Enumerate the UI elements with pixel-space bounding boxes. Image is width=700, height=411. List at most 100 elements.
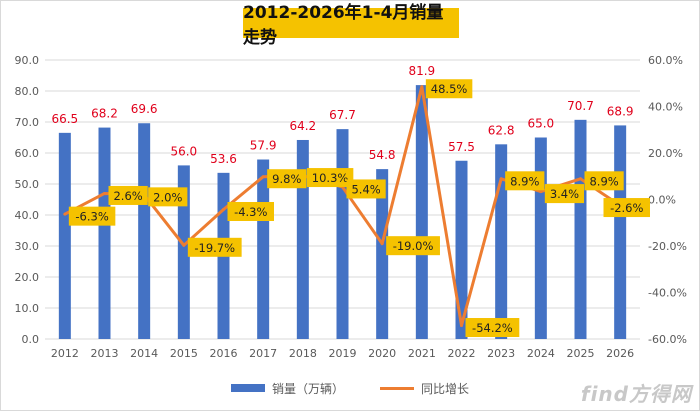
growth-point	[579, 177, 582, 181]
bar-value-label: 62.8	[488, 123, 515, 137]
x-axis-tick: 2023	[487, 347, 515, 360]
growth-label-box	[267, 169, 307, 189]
bar	[296, 139, 309, 339]
bar	[534, 137, 547, 339]
bar-value-label: 68.9	[607, 104, 634, 118]
growth-label-box	[346, 179, 386, 199]
bar	[376, 169, 389, 339]
legend-line-swatch	[380, 386, 414, 390]
growth-label-box	[68, 206, 116, 226]
right-axis-tick: -40.0%	[648, 287, 687, 300]
growth-point	[261, 175, 265, 179]
growth-point	[103, 191, 106, 195]
growth-value-label: -6.3%	[75, 210, 108, 224]
growth-value-label: -19.7%	[194, 241, 235, 255]
x-axis-tick: 2019	[329, 347, 357, 360]
bar	[177, 165, 190, 339]
left-axis-tick: 80.0	[15, 85, 40, 98]
growth-label-box	[108, 185, 148, 205]
growth-label-box	[227, 201, 274, 221]
x-axis-tick: 2013	[91, 347, 119, 360]
bar-value-label: 53.6	[210, 152, 237, 166]
right-axis-tick: 20.0%	[648, 147, 683, 160]
growth-label-box	[505, 171, 545, 191]
bar-value-label: 54.8	[369, 148, 396, 162]
growth-label-box	[584, 171, 624, 191]
growth-value-label: 8.9%	[510, 174, 539, 188]
growth-value-label: -54.2%	[472, 321, 513, 335]
bar-value-label: 68.2	[91, 107, 118, 121]
growth-point	[539, 190, 543, 194]
x-axis-tick: 2014	[130, 347, 158, 360]
left-axis-tick: 60.0	[15, 147, 40, 160]
x-axis-tick: 2016	[210, 347, 238, 360]
left-axis-tick: 50.0	[15, 178, 40, 191]
growth-label-box	[544, 184, 585, 204]
growth-label-box	[425, 79, 473, 99]
growth-value-label: 8.9%	[589, 174, 618, 188]
right-axis-tick: -60.0%	[648, 333, 687, 346]
left-axis-tick: 90.0	[15, 54, 40, 67]
legend-item-bars: 销量（万辆）	[230, 380, 344, 397]
bar	[98, 127, 111, 339]
watermark-logo: find方得网	[580, 382, 692, 406]
growth-value-label: -4.3%	[234, 205, 267, 219]
legend-bar-label: 销量（万辆）	[271, 381, 344, 396]
bar-value-label: 64.2	[289, 119, 316, 133]
growth-value-label: -2.6%	[610, 201, 643, 215]
bar-value-label: 70.7	[567, 99, 594, 113]
growth-value-label: 5.4%	[351, 182, 380, 196]
growth-point	[420, 85, 424, 89]
growth-point	[380, 242, 384, 246]
x-axis-tick: 2021	[408, 347, 436, 360]
x-axis-tick: 2024	[527, 347, 555, 360]
x-axis-tick: 2020	[368, 347, 396, 360]
bar	[138, 123, 151, 340]
legend-item-line: 同比增长	[380, 380, 469, 397]
x-axis-tick: 2018	[289, 347, 317, 360]
left-axis-tick: 40.0	[15, 209, 40, 222]
bar-value-label: 57.9	[250, 139, 277, 153]
growth-label-box	[148, 187, 188, 207]
right-axis-tick: 60.0%	[648, 54, 683, 67]
growth-label-box	[465, 318, 520, 338]
right-axis-tick: 0.0%	[648, 194, 676, 207]
growth-label-box	[386, 236, 440, 256]
left-axis-tick: 10.0	[15, 302, 40, 315]
bar	[336, 129, 349, 339]
growth-value-label: -19.0%	[393, 239, 434, 253]
growth-point	[222, 207, 225, 211]
growth-point	[182, 243, 186, 247]
bar	[455, 160, 468, 339]
left-axis-tick: 0.0	[22, 333, 40, 346]
growth-point	[460, 324, 463, 328]
left-axis-tick: 20.0	[15, 271, 40, 284]
growth-label-box	[187, 237, 242, 257]
bar	[415, 85, 428, 339]
bar	[58, 132, 71, 339]
x-axis-tick: 2026	[606, 347, 634, 360]
growth-value-label: 2.0%	[153, 190, 182, 204]
bar-value-label: 56.0	[170, 144, 197, 158]
bar-value-label: 66.5	[51, 112, 78, 126]
bar-value-label: 57.5	[448, 140, 475, 154]
growth-value-label: 48.5%	[431, 82, 468, 96]
growth-point	[499, 177, 503, 181]
bar-value-label: 81.9	[408, 64, 435, 78]
growth-value-label: 9.8%	[272, 172, 301, 186]
growth-value-label: 2.6%	[113, 189, 142, 203]
right-axis-tick: -20.0%	[648, 240, 687, 253]
chart-title: 2012-2026年1-4月销量走势	[243, 3, 459, 48]
growth-label-box	[603, 198, 650, 218]
growth-value-label: 3.4%	[550, 187, 579, 201]
left-axis-tick: 70.0	[15, 116, 40, 129]
right-axis-tick: 40.0%	[648, 101, 683, 114]
legend-bar-swatch	[230, 384, 265, 392]
x-axis-tick: 2017	[249, 347, 277, 360]
x-axis-tick: 2015	[170, 347, 198, 360]
left-axis-tick: 30.0	[15, 240, 40, 253]
bar-value-label: 67.7	[329, 108, 356, 122]
growth-point	[63, 212, 67, 216]
growth-label-box	[306, 168, 354, 188]
bar-value-label: 65.0	[527, 117, 554, 131]
